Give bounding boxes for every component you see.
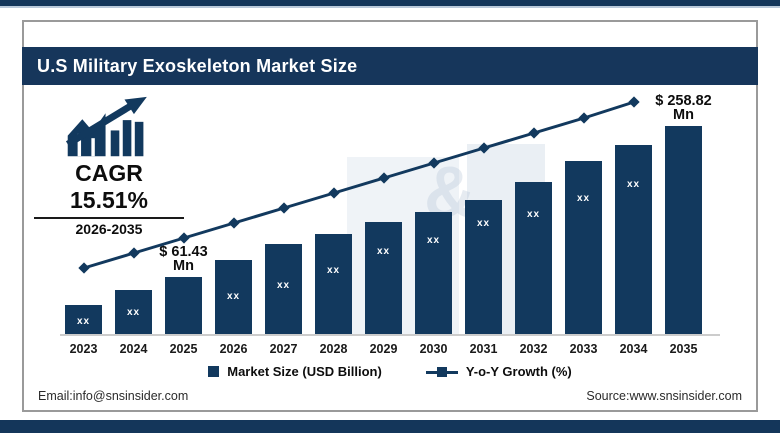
bar-value-placeholder: xx xyxy=(326,265,341,276)
bar-value-placeholder: xx xyxy=(626,179,641,190)
footer-source: Source:www.snsinsider.com xyxy=(586,389,742,403)
bar-2035 xyxy=(665,126,702,334)
bar-2026: xx xyxy=(215,260,252,334)
line-swatch-icon xyxy=(425,366,458,377)
bar-2028: xx xyxy=(315,234,352,334)
bar-value-placeholder: xx xyxy=(126,307,141,318)
x-axis-tick-2027: 2027 xyxy=(269,342,298,356)
bar-value-placeholder: xx xyxy=(226,291,241,302)
bar-value-placeholder: xx xyxy=(376,246,391,257)
bar-2032: xx xyxy=(515,182,552,334)
bar-2034: xx xyxy=(615,145,652,334)
title-bar: U.S Military Exoskeleton Market Size xyxy=(22,47,758,85)
x-axis-tick-2034: 2034 xyxy=(619,342,648,356)
bar-value-placeholder: xx xyxy=(576,193,591,204)
x-axis-tick-2028: 2028 xyxy=(319,342,348,356)
bar-swatch-icon xyxy=(208,366,220,377)
bar-2025 xyxy=(165,277,202,334)
x-axis-tick-2035: 2035 xyxy=(669,342,698,356)
x-axis-tick-2023: 2023 xyxy=(69,342,98,356)
x-axis-tick-2031: 2031 xyxy=(469,342,498,356)
x-axis-tick-2032: 2032 xyxy=(519,342,548,356)
bar-2027: xx xyxy=(265,244,302,334)
bottom-accent-strip xyxy=(0,420,780,433)
content-frame: U.S Military Exoskeleton Market Size CAG… xyxy=(22,20,758,412)
bar-2030: xx xyxy=(415,212,452,334)
x-axis-tick-2024: 2024 xyxy=(119,342,148,356)
bar-2033: xx xyxy=(565,161,602,334)
bar-value-placeholder: xx xyxy=(526,209,541,220)
x-axis-line xyxy=(60,334,720,336)
bar-value-placeholder: xx xyxy=(426,235,441,246)
footer-email: Email:info@snsinsider.com xyxy=(38,389,189,403)
bar-value-placeholder: xx xyxy=(276,280,291,291)
legend-item-market-size: Market Size (USD Billion) xyxy=(208,364,382,379)
x-axis-tick-2025: 2025 xyxy=(169,342,198,356)
bar-value-placeholder: xx xyxy=(76,316,91,327)
x-axis-tick-2033: 2033 xyxy=(569,342,598,356)
x-axis-tick-2029: 2029 xyxy=(369,342,398,356)
legend-label: Y-o-Y Growth (%) xyxy=(465,364,572,379)
bar-2023: xx xyxy=(65,305,102,334)
bar-value-placeholder: xx xyxy=(476,218,491,229)
chart-area: & xx 2023 xx 2024 $ 61.43 Mn 2025 xx 2026 xx 2027 x… xyxy=(24,22,756,410)
bar-2029: xx xyxy=(365,222,402,334)
bar-value-label: $ 258.82 Mn xyxy=(655,93,712,123)
x-axis-tick-2026: 2026 xyxy=(219,342,248,356)
bar-2024: xx xyxy=(115,290,152,334)
x-axis-tick-2030: 2030 xyxy=(419,342,448,356)
legend-label: Market Size (USD Billion) xyxy=(227,364,382,379)
chart-legend: Market Size (USD Billion) Y-o-Y Growth (… xyxy=(24,364,756,379)
bar-2031: xx xyxy=(465,200,502,334)
page-title: U.S Military Exoskeleton Market Size xyxy=(37,55,358,76)
legend-item-yoy-growth: Y-o-Y Growth (%) xyxy=(425,364,572,379)
top-accent-strip xyxy=(0,0,780,8)
